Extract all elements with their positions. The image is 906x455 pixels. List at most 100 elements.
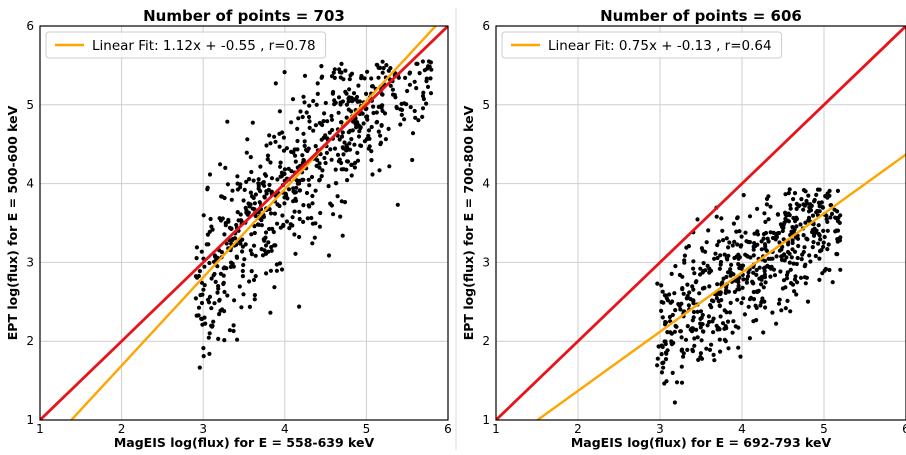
data-point xyxy=(715,243,720,248)
data-point xyxy=(319,64,324,69)
data-point xyxy=(301,131,306,136)
data-point xyxy=(414,86,419,91)
data-point xyxy=(829,211,835,216)
data-point xyxy=(230,236,235,242)
data-point xyxy=(339,61,344,66)
data-point xyxy=(415,61,420,66)
data-point xyxy=(346,130,351,135)
data-point xyxy=(216,336,221,341)
data-point xyxy=(235,210,240,215)
data-point xyxy=(376,129,381,134)
data-point xyxy=(310,193,315,199)
data-point xyxy=(273,139,278,144)
data-point xyxy=(783,306,788,311)
data-point xyxy=(207,260,212,266)
data-point xyxy=(249,232,254,237)
x-tick-label: 3 xyxy=(656,422,664,436)
data-point xyxy=(673,308,678,313)
data-point xyxy=(279,267,285,272)
data-point xyxy=(691,315,696,320)
data-point xyxy=(793,219,798,224)
data-point xyxy=(751,253,756,258)
data-point xyxy=(428,60,433,65)
data-point xyxy=(340,130,345,135)
data-point xyxy=(240,268,245,274)
data-point xyxy=(380,92,385,97)
data-point xyxy=(252,297,257,302)
data-point xyxy=(788,309,793,314)
data-point xyxy=(256,177,261,182)
data-point xyxy=(253,253,258,258)
data-point xyxy=(727,310,733,315)
data-point xyxy=(736,283,741,288)
data-point xyxy=(790,238,795,243)
data-point xyxy=(692,343,697,348)
data-point xyxy=(765,236,770,241)
data-point xyxy=(314,102,319,107)
data-point xyxy=(685,324,690,329)
data-point xyxy=(825,228,830,233)
data-point xyxy=(714,214,719,219)
data-point xyxy=(202,264,207,269)
data-point xyxy=(252,201,257,206)
data-point xyxy=(711,330,716,335)
data-point xyxy=(660,315,665,320)
data-point xyxy=(661,365,666,370)
data-point xyxy=(227,328,232,333)
data-point xyxy=(719,216,724,221)
data-point xyxy=(267,226,272,232)
data-point xyxy=(395,202,400,207)
data-point xyxy=(259,223,264,228)
data-point xyxy=(215,290,220,295)
data-point xyxy=(740,285,745,290)
data-point xyxy=(261,214,266,220)
data-point xyxy=(282,195,287,200)
data-point xyxy=(252,230,257,236)
data-point xyxy=(747,214,753,219)
data-point xyxy=(344,91,349,96)
data-point xyxy=(247,304,252,309)
data-point xyxy=(356,134,362,139)
data-point xyxy=(344,102,349,107)
data-point xyxy=(242,257,247,262)
data-point xyxy=(344,148,349,153)
data-point xyxy=(306,177,311,182)
legend-box xyxy=(501,31,783,59)
data-point xyxy=(713,251,718,256)
data-point xyxy=(280,213,285,218)
data-point xyxy=(318,210,323,216)
data-point xyxy=(295,126,300,131)
data-point xyxy=(377,168,382,173)
data-point xyxy=(206,335,211,340)
data-point xyxy=(798,275,804,280)
data-point xyxy=(744,280,750,285)
data-point xyxy=(217,312,222,317)
data-point xyxy=(332,146,338,151)
plot-frame xyxy=(39,25,449,421)
plot-frame xyxy=(495,25,906,421)
data-point xyxy=(231,323,236,328)
data-point xyxy=(248,190,253,195)
data-point xyxy=(775,231,781,236)
data-point xyxy=(736,325,741,330)
data-point xyxy=(331,70,336,75)
data-point xyxy=(317,161,322,166)
data-point xyxy=(222,338,227,343)
data-point xyxy=(317,165,322,170)
scatter-points xyxy=(193,59,434,370)
y-tick-label: 5 xyxy=(482,98,490,112)
data-point xyxy=(737,229,742,234)
data-point xyxy=(724,285,729,290)
data-point xyxy=(301,219,306,224)
data-point xyxy=(323,160,328,166)
data-point xyxy=(789,281,794,286)
data-point xyxy=(380,70,385,75)
data-point xyxy=(734,229,739,234)
data-point xyxy=(234,255,240,260)
data-point xyxy=(346,107,351,112)
data-point xyxy=(735,216,740,221)
data-point xyxy=(352,165,357,170)
data-point xyxy=(816,223,821,228)
chart-title: Number of points = 606 xyxy=(600,7,802,25)
data-point xyxy=(705,263,710,268)
